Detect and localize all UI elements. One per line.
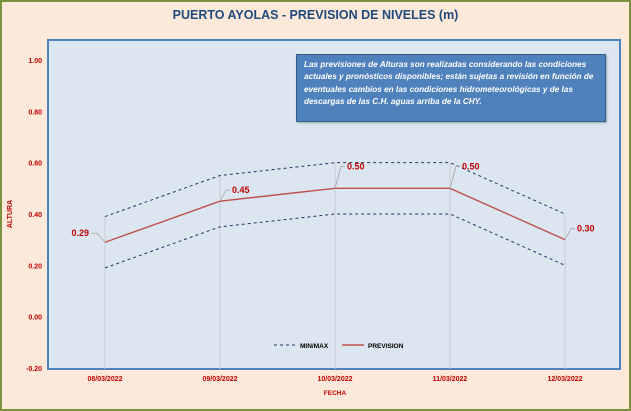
x-tick-label: 08/03/2022 <box>87 376 122 383</box>
x-axis-label: FECHA <box>324 390 347 397</box>
data-label: 0.30 <box>577 224 595 234</box>
legend-prevision-label: PREVISION <box>368 343 404 350</box>
chart-title: PUERTO AYOLAS - PREVISION DE NIVELES (m) <box>172 8 459 22</box>
label-leader <box>334 165 345 189</box>
y-axis-label: ALTURA <box>7 200 14 228</box>
y-tick-label: 0.20 <box>28 263 42 270</box>
x-tick-label: 12/03/2022 <box>547 376 582 383</box>
data-label: 0.29 <box>71 228 89 238</box>
x-tick-label: 09/03/2022 <box>202 376 237 383</box>
y-tick-label: 0.00 <box>28 315 42 322</box>
x-tick-label: 10/03/2022 <box>317 376 352 383</box>
y-tick-label: 0.80 <box>28 109 42 116</box>
y-tick-label: -0.20 <box>26 366 42 373</box>
label-leader <box>564 228 575 240</box>
legend-minmax-label: MIN/MAX <box>300 343 329 350</box>
label-leader <box>91 232 106 243</box>
y-tick-label: 0.40 <box>28 212 42 219</box>
data-label: 0.50 <box>347 161 365 171</box>
label-leader <box>219 189 230 202</box>
data-label: 0.45 <box>232 185 250 195</box>
label-leader <box>449 165 460 189</box>
data-label: 0.50 <box>462 161 480 171</box>
annotation-box: Las previsiones de Alturas son realizada… <box>296 54 606 122</box>
y-tick-label: 1.00 <box>28 58 42 65</box>
y-tick-label: 0.60 <box>28 161 42 168</box>
x-tick-label: 11/03/2022 <box>433 376 468 383</box>
